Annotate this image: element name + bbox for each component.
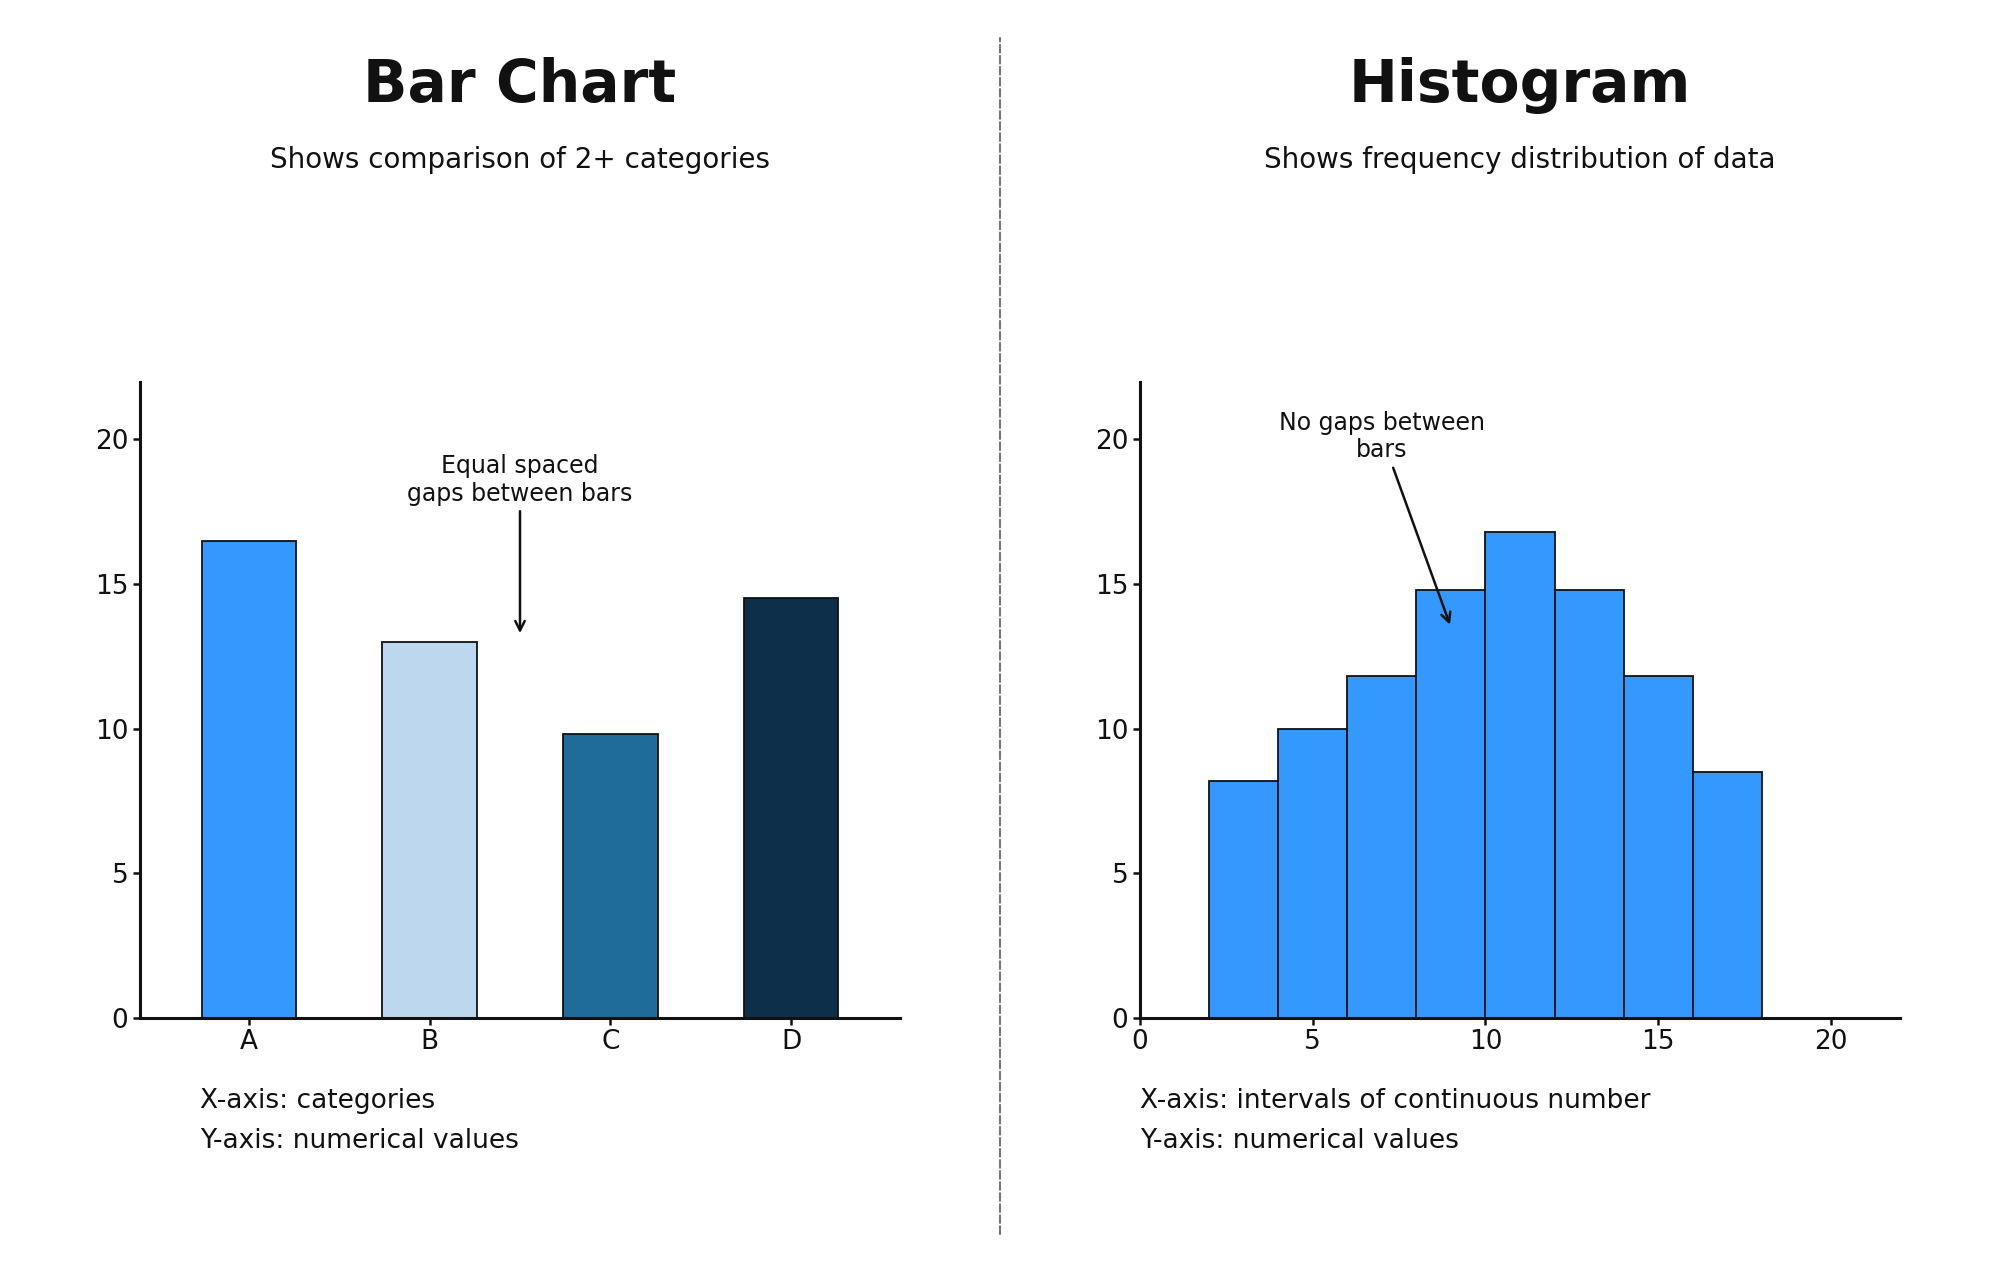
- Text: Shows frequency distribution of data: Shows frequency distribution of data: [1264, 146, 1776, 174]
- Bar: [1416, 590, 1486, 1018]
- Text: Histogram: Histogram: [1348, 57, 1692, 114]
- Bar: [1624, 677, 1692, 1018]
- Bar: [1278, 729, 1348, 1018]
- Text: Equal spaced
gaps between bars: Equal spaced gaps between bars: [408, 454, 632, 631]
- Text: X-axis: categories
Y-axis: numerical values: X-axis: categories Y-axis: numerical val…: [200, 1088, 518, 1154]
- Bar: [1348, 677, 1416, 1018]
- Bar: [1210, 781, 1278, 1018]
- Bar: [382, 642, 476, 1018]
- Text: X-axis: intervals of continuous number
Y-axis: numerical values: X-axis: intervals of continuous number Y…: [1140, 1088, 1650, 1154]
- Text: Shows comparison of 2+ categories: Shows comparison of 2+ categories: [270, 146, 770, 174]
- Bar: [202, 541, 296, 1018]
- Bar: [1692, 772, 1762, 1018]
- Bar: [1554, 590, 1624, 1018]
- Bar: [564, 734, 658, 1018]
- Text: Bar Chart: Bar Chart: [364, 57, 676, 114]
- Text: No gaps between
bars: No gaps between bars: [1278, 411, 1484, 622]
- Bar: [1486, 532, 1554, 1018]
- Bar: [744, 598, 838, 1018]
